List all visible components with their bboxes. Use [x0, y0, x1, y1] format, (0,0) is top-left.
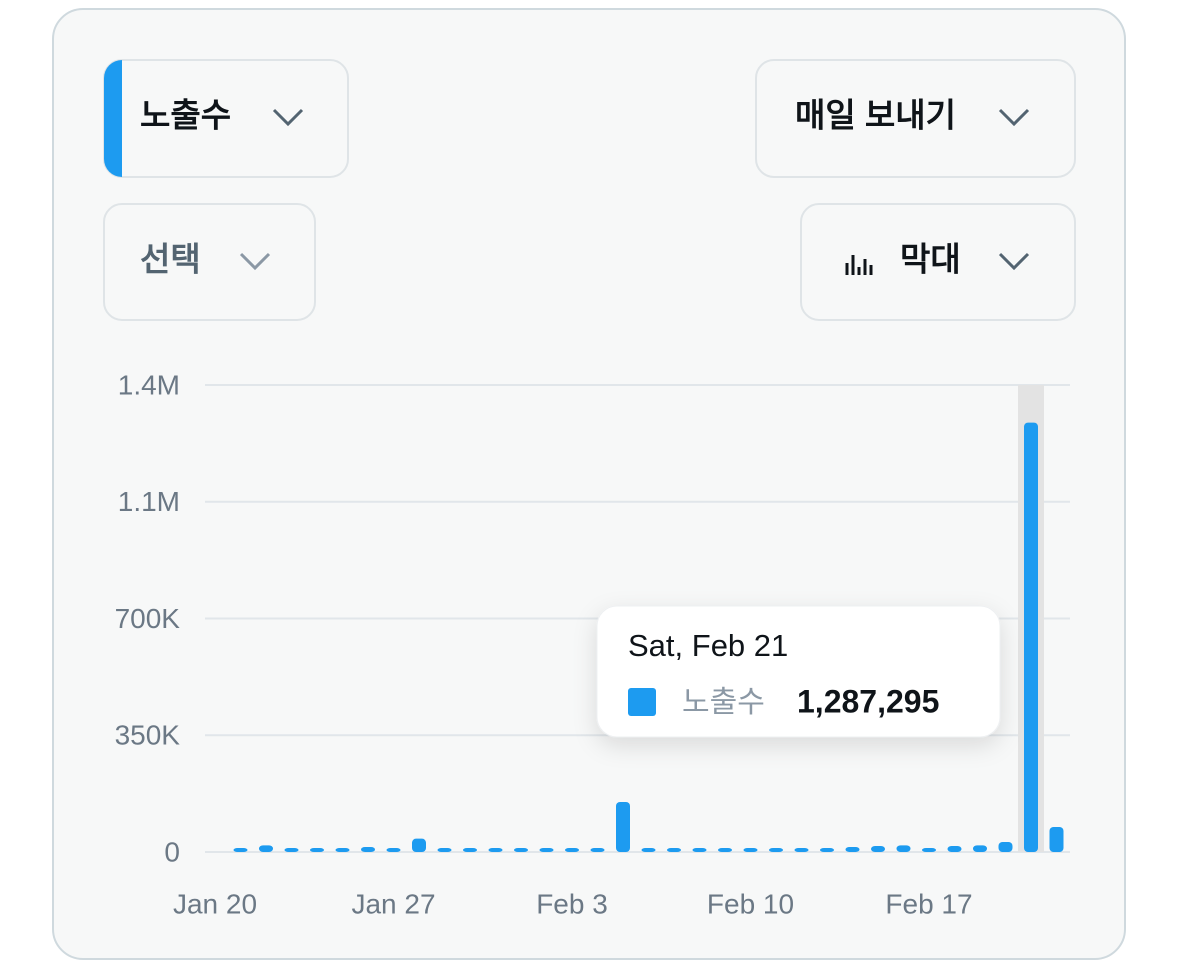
x-tick-label: Feb 3: [536, 888, 608, 919]
bar: [641, 848, 656, 852]
y-tick-label: 1.4M: [118, 369, 180, 400]
dropdown-label: 노출수: [140, 97, 231, 134]
bar: [820, 847, 834, 852]
tooltip: Sat, Feb 21 노출수 1,287,295: [596, 605, 1001, 738]
bar: [794, 847, 809, 852]
bar: [310, 848, 324, 852]
tooltip-title: Sat, Feb 21: [628, 628, 788, 663]
chevron: [239, 252, 271, 271]
export-dropdown[interactable]: 매일 보내기: [755, 59, 1076, 178]
bar: [1049, 826, 1064, 852]
tooltip-box: [596, 605, 1001, 738]
y-tick-label: 0: [164, 836, 180, 867]
bar: [692, 848, 707, 852]
bar: [335, 848, 350, 852]
chart-kind-dropdown[interactable]: 막대: [800, 203, 1076, 321]
bar: [743, 848, 758, 852]
bar: [565, 848, 579, 852]
bar: [769, 848, 783, 852]
plot: 0 350K 700K 1.1M 1.4M Jan 20 Jan 27 Feb 3 Feb 10…: [115, 369, 1070, 919]
bar: [973, 845, 987, 852]
bar: [412, 838, 426, 852]
bar: [233, 848, 248, 852]
chevron: [998, 252, 1030, 271]
bar: [718, 848, 732, 852]
bar: [1024, 422, 1038, 852]
bar: [590, 847, 605, 852]
bar: [616, 801, 630, 852]
series-accent: [104, 60, 122, 177]
dropdown-label: 막대: [900, 241, 961, 278]
y-tick-label: 1.1M: [118, 486, 180, 517]
bar: [947, 845, 962, 852]
x-tick-label: Feb 10: [707, 888, 794, 919]
x-tick-label: Jan 27: [351, 888, 435, 919]
legend-swatch: [628, 688, 656, 716]
dropdown-label: 선택: [140, 241, 201, 278]
bar: [514, 848, 528, 852]
bar: [896, 845, 911, 852]
bar: [922, 848, 936, 852]
dropdown-box: [755, 59, 1076, 178]
chevron: [272, 108, 304, 127]
bar: [871, 845, 885, 852]
bar: [361, 846, 375, 852]
bar: [386, 848, 401, 852]
tooltip-value: 1,287,295: [797, 683, 939, 719]
dropdown-label: 매일 보내기: [795, 97, 956, 134]
bar: [284, 848, 299, 852]
y-tick-label: 350K: [115, 720, 181, 751]
bar: [259, 845, 273, 852]
bar-icon: [845, 255, 873, 275]
dropdown-box: [103, 203, 316, 321]
bar: [845, 846, 860, 852]
bar: [463, 848, 477, 852]
metric-dropdown[interactable]: 노출수: [103, 59, 349, 178]
bar: [488, 848, 503, 852]
y-tick-label: 700K: [115, 603, 181, 634]
chevron: [998, 108, 1030, 127]
bar: [437, 847, 452, 852]
select-dropdown[interactable]: 선택: [103, 203, 316, 321]
tooltip-series: 노출수: [682, 686, 765, 719]
bar: [667, 848, 681, 852]
x-tick-label: Feb 17: [885, 888, 972, 919]
bar: [539, 848, 554, 852]
bar: [998, 841, 1013, 852]
x-tick-label: Jan 20: [173, 888, 257, 919]
dropdown-box: [800, 203, 1076, 321]
